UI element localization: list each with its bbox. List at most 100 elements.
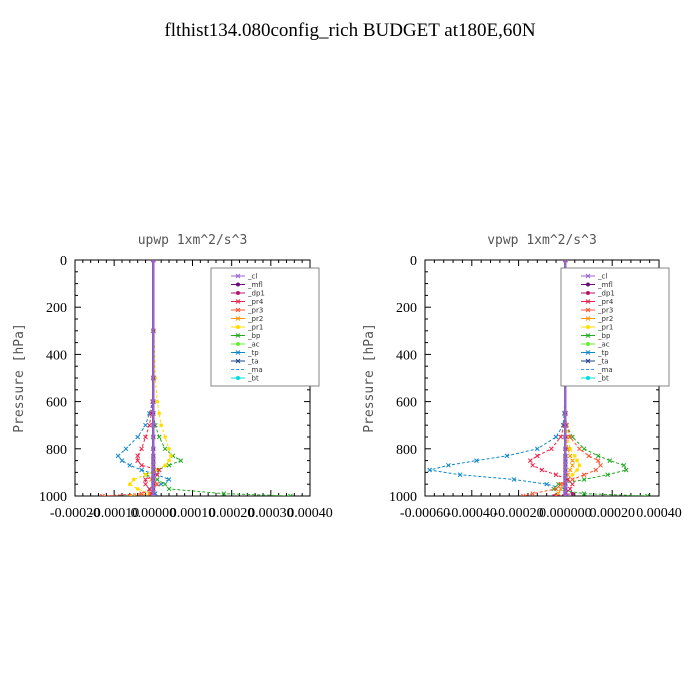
y-tick-label: 800 bbox=[46, 443, 67, 458]
legend-marker bbox=[236, 376, 240, 380]
data-point bbox=[143, 472, 148, 477]
x-tick-label: 0.00020 bbox=[589, 506, 635, 521]
x-tick-label: -0.00020 bbox=[494, 506, 544, 521]
data-point bbox=[563, 458, 568, 463]
upwp-panel: upwp 1xm^2/s^3 Pressure [hPa] -0.00020-0.0… bbox=[12, 233, 333, 521]
data-point bbox=[123, 446, 129, 452]
data-point bbox=[563, 434, 568, 440]
x-tick-label: 0.000000 bbox=[539, 506, 592, 521]
data-point bbox=[100, 493, 105, 496]
y-axis-label: Pressure [hPa] bbox=[362, 323, 377, 433]
data-point bbox=[570, 491, 575, 496]
data-point bbox=[150, 328, 156, 334]
data-point bbox=[570, 462, 575, 468]
data-point bbox=[563, 422, 568, 428]
data-point bbox=[586, 453, 592, 459]
y-tick-label: 600 bbox=[46, 396, 67, 411]
data-point bbox=[534, 453, 540, 459]
legend-marker bbox=[235, 307, 241, 313]
series-line bbox=[129, 260, 156, 496]
legend-marker bbox=[585, 299, 591, 304]
plot-area bbox=[427, 260, 650, 496]
legend-label: _bp bbox=[597, 332, 611, 340]
data-point bbox=[520, 493, 526, 496]
data-point bbox=[563, 260, 568, 263]
data-point bbox=[553, 486, 559, 492]
legend-label: _bt bbox=[247, 375, 259, 383]
data-point bbox=[150, 260, 156, 263]
data-point bbox=[457, 472, 463, 478]
data-point bbox=[621, 462, 627, 468]
data-point bbox=[607, 458, 613, 463]
data-point bbox=[154, 472, 160, 478]
data-point bbox=[446, 462, 451, 468]
data-point bbox=[150, 486, 156, 492]
data-point bbox=[551, 494, 556, 496]
data-point bbox=[131, 477, 136, 482]
legend-label: _ma bbox=[597, 366, 613, 374]
data-point bbox=[598, 462, 603, 468]
legend-label: _pr1 bbox=[247, 324, 263, 332]
data-point bbox=[139, 446, 144, 452]
data-point bbox=[539, 467, 545, 473]
legend: _cl_mfl_dp1_pr4_pr3_pr2_pr1_bp_ac_tp_ta_… bbox=[560, 267, 670, 387]
data-point bbox=[135, 487, 140, 491]
legend-marker bbox=[235, 350, 241, 355]
y-tick-label: 0 bbox=[60, 254, 67, 269]
series-cl bbox=[150, 260, 156, 496]
legend-marker bbox=[585, 358, 591, 364]
data-point bbox=[139, 462, 144, 468]
data-point bbox=[139, 491, 144, 496]
legend-label: _cl bbox=[597, 273, 607, 281]
data-point bbox=[288, 493, 293, 496]
data-point bbox=[558, 481, 564, 487]
x-tick-label: 0.00040 bbox=[636, 506, 682, 521]
panel-title: vpwp 1xm^2/s^3 bbox=[487, 233, 597, 248]
data-point bbox=[135, 458, 141, 463]
data-point bbox=[595, 458, 601, 463]
legend-marker bbox=[236, 342, 240, 346]
data-point bbox=[150, 399, 156, 404]
data-point bbox=[135, 453, 141, 459]
legend-marker bbox=[586, 325, 590, 329]
data-point bbox=[157, 411, 162, 416]
legend-label: _bt bbox=[597, 375, 609, 383]
legend-marker bbox=[585, 273, 591, 279]
data-point bbox=[143, 422, 148, 428]
legend-label: _pr1 bbox=[597, 324, 613, 332]
data-point bbox=[150, 422, 156, 428]
data-point bbox=[150, 434, 156, 440]
data-point bbox=[581, 472, 587, 478]
legend-marker bbox=[235, 358, 241, 364]
y-tick-label: 400 bbox=[396, 348, 417, 363]
data-point bbox=[575, 458, 579, 463]
data-point bbox=[154, 477, 160, 482]
data-point bbox=[143, 434, 148, 440]
data-point bbox=[143, 481, 148, 487]
legend-marker bbox=[585, 307, 591, 313]
data-point bbox=[427, 467, 433, 473]
legend-marker bbox=[235, 316, 241, 321]
legend-label: _bp bbox=[247, 332, 261, 340]
data-point bbox=[544, 481, 550, 487]
data-point bbox=[156, 434, 162, 440]
data-point bbox=[163, 463, 167, 468]
data-point bbox=[530, 462, 535, 468]
y-tick-label: 200 bbox=[396, 301, 417, 316]
data-point bbox=[577, 446, 582, 452]
data-point bbox=[558, 486, 564, 492]
data-point bbox=[563, 486, 568, 492]
legend-marker bbox=[585, 350, 591, 355]
legend-marker bbox=[235, 333, 241, 338]
data-point bbox=[150, 375, 156, 381]
data-point bbox=[581, 491, 587, 496]
legend-label: _pr3 bbox=[597, 307, 613, 315]
data-point bbox=[156, 467, 162, 473]
data-point bbox=[563, 411, 568, 416]
legend-marker bbox=[236, 325, 240, 329]
legend-label: _dp1 bbox=[247, 290, 265, 298]
data-point bbox=[221, 491, 227, 496]
data-point bbox=[162, 481, 168, 487]
data-point bbox=[563, 467, 568, 473]
